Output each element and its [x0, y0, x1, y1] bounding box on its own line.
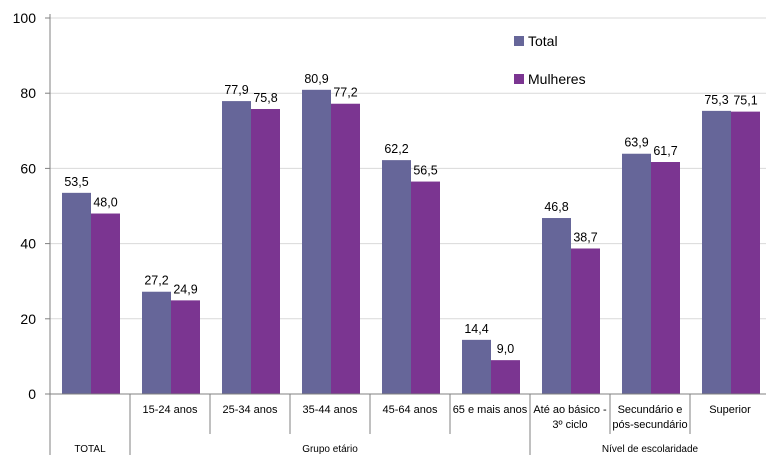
bars — [62, 89, 760, 395]
y-tick-label: 20 — [20, 311, 36, 327]
bar-total — [462, 339, 491, 394]
legend-swatch-mulheres — [514, 74, 524, 84]
bar-mulheres — [491, 360, 520, 394]
category-label: 45-64 anos — [382, 404, 438, 416]
bar-total — [622, 153, 651, 394]
y-tick-label: 40 — [20, 236, 36, 252]
data-label: 48,0 — [93, 196, 117, 210]
y-tick-label: 0 — [28, 386, 36, 402]
bar-mulheres — [91, 213, 120, 394]
data-label: 80,9 — [304, 72, 328, 86]
data-label: 75,8 — [253, 91, 277, 105]
data-label: 63,9 — [624, 136, 648, 150]
data-label: 61,7 — [653, 144, 677, 158]
bar-total — [382, 160, 411, 394]
data-label: 62,2 — [384, 142, 408, 156]
bar-total — [302, 89, 331, 394]
category-label: 25-34 anos — [222, 404, 278, 416]
bar-mulheres — [731, 111, 760, 395]
data-label: 75,1 — [733, 94, 757, 108]
category-label: Secundário e — [618, 404, 683, 416]
y-tick-label: 60 — [20, 160, 36, 176]
category-label: 3º ciclo — [552, 419, 587, 431]
axes: 0 20 40 60 80 100 15-24 anos 25-34 anos 35-44 an… — [13, 10, 766, 455]
data-label: 56,5 — [413, 164, 437, 178]
legend: Total Mulheres — [514, 33, 586, 87]
category-label: pós-secundário — [612, 419, 687, 431]
category-label: 65 e mais anos — [453, 404, 528, 416]
bar-total — [62, 192, 91, 394]
data-label: 9,0 — [497, 342, 514, 356]
data-labels: 53,5 48,0 27,2 24,9 77,9 75,8 80,9 77,2 62,2 56,5… — [64, 72, 757, 356]
data-label: 46,8 — [544, 200, 568, 214]
bar-mulheres — [411, 181, 440, 394]
bar-total — [142, 291, 171, 394]
data-label: 75,3 — [704, 93, 728, 107]
bar-total — [702, 110, 731, 394]
group-label: Nível de escolaridade — [602, 444, 699, 455]
bar-total — [222, 101, 251, 394]
data-label: 77,2 — [333, 86, 357, 100]
y-tick-label: 80 — [20, 85, 36, 101]
bar-mulheres — [171, 300, 200, 394]
data-label: 14,4 — [464, 322, 488, 336]
category-label: 35-44 anos — [302, 404, 358, 416]
data-label: 24,9 — [173, 282, 197, 296]
bar-total — [542, 218, 571, 394]
bar-mulheres — [251, 108, 280, 394]
data-label: 77,9 — [224, 83, 248, 97]
group-label: TOTAL — [74, 444, 106, 455]
bar-mulheres — [571, 248, 600, 394]
category-label: Superior — [709, 404, 751, 416]
data-label: 53,5 — [64, 175, 88, 189]
category-label: Até ao básico - — [533, 404, 607, 416]
group-label: Grupo etário — [302, 444, 358, 455]
bar-mulheres — [651, 162, 680, 394]
data-label: 27,2 — [144, 274, 168, 288]
category-label: 15-24 anos — [142, 404, 198, 416]
y-tick-label: 100 — [13, 10, 37, 26]
legend-label-mulheres: Mulheres — [528, 71, 586, 87]
data-label: 38,7 — [573, 230, 597, 244]
legend-label-total: Total — [528, 33, 558, 49]
legend-swatch-total — [514, 36, 524, 46]
bar-mulheres — [331, 103, 360, 394]
